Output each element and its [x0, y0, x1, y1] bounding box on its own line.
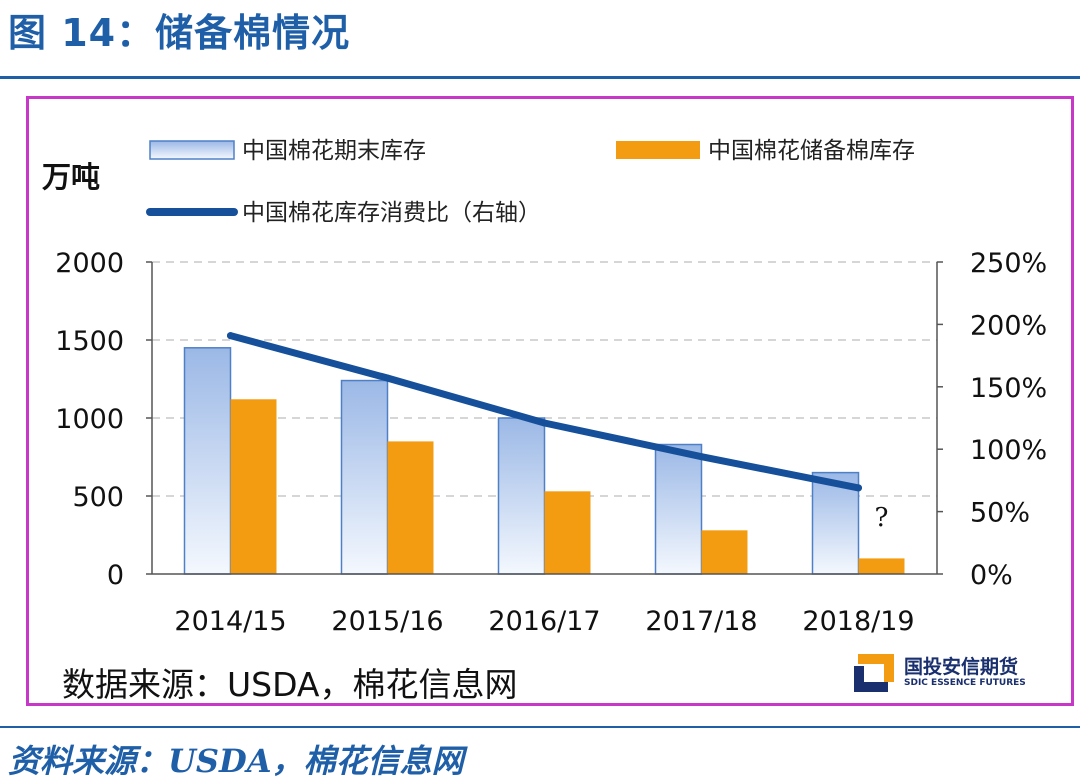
- bar-reserve-stock: [701, 530, 748, 574]
- y2-tick-label: 250%: [970, 248, 1047, 279]
- legend-swatch-reserve-stock: [616, 141, 700, 159]
- y-tick-label: 0: [107, 560, 124, 591]
- bar-ending-stock: [654, 443, 703, 575]
- y-tick-label: 500: [72, 482, 124, 513]
- chart-source-text: 数据来源：USDA，棉花信息网: [62, 665, 518, 704]
- y2-tick-label: 0%: [970, 560, 1013, 591]
- x-tick-label: 2016/17: [488, 606, 600, 637]
- bar-reserve-stock: [544, 491, 591, 574]
- y-tick-label: 1000: [55, 404, 124, 435]
- legend-label-ending-stock: 中国棉花期末库存: [242, 138, 426, 164]
- x-tick-label: 2017/18: [645, 606, 757, 637]
- bar-ending-stock: [340, 379, 389, 575]
- line-point: [227, 332, 234, 340]
- y2-tick-label: 150%: [970, 373, 1047, 404]
- annotation-question: ?: [875, 503, 889, 533]
- x-tick-label: 2014/15: [174, 606, 286, 637]
- y-tick-label: 1500: [55, 326, 124, 357]
- title-underline: [0, 76, 1080, 79]
- line-point: [541, 419, 548, 427]
- y-tick-label: 2000: [55, 248, 124, 279]
- y-axis-unit: 万吨: [42, 160, 100, 194]
- y2-tick-label: 200%: [970, 310, 1047, 341]
- y2-tick-label: 100%: [970, 435, 1047, 466]
- y2-tick-label: 50%: [970, 498, 1030, 529]
- x-tick-label: 2015/16: [331, 606, 443, 637]
- bar-ending-stock: [497, 417, 546, 575]
- line-point: [384, 374, 391, 382]
- legend-label-reserve-stock: 中国棉花储备棉库存: [708, 138, 915, 164]
- legend-swatch-ending-stock: [149, 140, 235, 160]
- legend-label-ratio: 中国棉花库存消费比（右轴）: [242, 200, 541, 226]
- logo-name-en: SDIC ESSENCE FUTURES: [904, 678, 1026, 688]
- bar-reserve-stock: [387, 441, 434, 574]
- company-logo: 国投安信期货 SDIC ESSENCE FUTURES: [852, 652, 1052, 698]
- bar-reserve-stock: [858, 558, 905, 574]
- source-note: 资料来源：USDA，棉花信息网: [8, 742, 464, 780]
- footer-rule: [0, 726, 1080, 728]
- line-point: [698, 453, 705, 461]
- logo-name-cn: 国投安信期货: [904, 656, 1019, 678]
- chart-frame: [26, 96, 1074, 706]
- bar-ending-stock: [183, 347, 232, 575]
- x-tick-label: 2018/19: [802, 606, 914, 637]
- bar-reserve-stock: [230, 399, 277, 574]
- line-point: [855, 484, 862, 492]
- logo-mark-icon: [854, 654, 894, 692]
- figure-title: 图 14：储备棉情况: [8, 11, 351, 55]
